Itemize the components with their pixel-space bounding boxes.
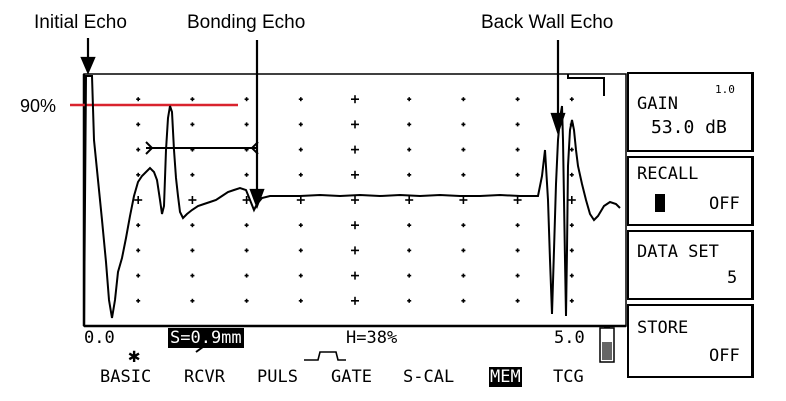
gain-label: GAIN <box>637 94 678 114</box>
a-scan-waveform <box>84 76 620 326</box>
menu-mem[interactable]: MEM <box>489 367 522 387</box>
menu-basic[interactable]: BASIC <box>100 367 151 387</box>
store-value: OFF <box>709 346 740 366</box>
height-readout: H=38% <box>346 328 397 348</box>
data-set-box[interactable]: DATA SET 5 <box>627 230 754 300</box>
range-end-label: 5.0 <box>554 328 585 348</box>
store-box[interactable]: STORE OFF <box>627 304 754 378</box>
back-wall-bracket <box>568 74 604 96</box>
recall-box[interactable]: RECALL OFF <box>627 156 754 226</box>
gain-step: 1.0 <box>715 80 735 100</box>
menu-puls[interactable]: PULS <box>257 367 298 387</box>
gain-box[interactable]: GAIN 1.0 53.0 dB <box>627 72 754 152</box>
gate-indicator-icon <box>304 352 346 360</box>
gain-value: 53.0 dB <box>651 118 727 138</box>
menu-rcvr[interactable]: RCVR <box>184 367 225 387</box>
data-set-value: 5 <box>727 268 737 288</box>
range-start-label: 0.0 <box>84 328 115 348</box>
menu-s-cal[interactable]: S-CAL <box>403 367 454 387</box>
menu-tcg[interactable]: TCG <box>553 367 584 387</box>
data-set-label: DATA SET <box>637 242 719 262</box>
battery-icon <box>600 325 614 362</box>
store-label: STORE <box>637 318 688 338</box>
menu-gate[interactable]: GATE <box>331 367 372 387</box>
sound-path-readout: S=0.9mm <box>168 328 244 348</box>
recall-value: OFF <box>709 194 740 214</box>
recall-label: RECALL <box>637 164 698 184</box>
annotation-arrows <box>82 38 564 206</box>
gate-marker <box>146 142 258 154</box>
asterisk-icon: ✱ <box>128 343 140 367</box>
recall-cursor-icon <box>655 194 665 212</box>
graticule <box>134 95 576 305</box>
